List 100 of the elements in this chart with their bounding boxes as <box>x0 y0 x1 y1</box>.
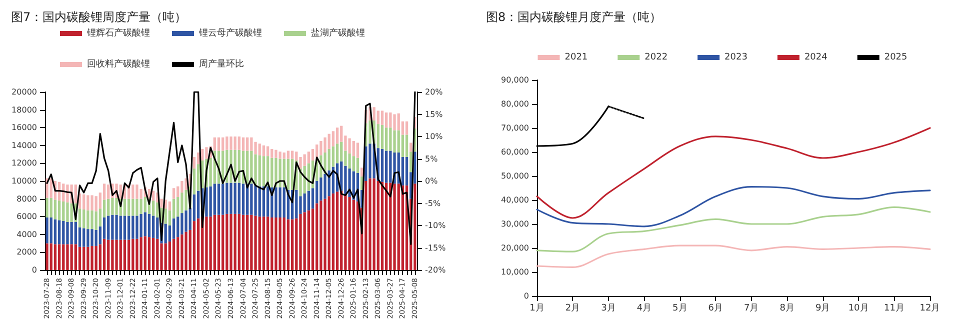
bar <box>205 216 208 270</box>
bar <box>307 190 310 210</box>
bar <box>274 187 278 218</box>
bar <box>82 228 86 247</box>
bar <box>152 216 155 238</box>
bar <box>74 244 77 270</box>
bar <box>290 150 294 159</box>
bar <box>376 110 380 124</box>
line-series <box>536 186 931 228</box>
bar <box>221 184 224 215</box>
bar <box>156 238 159 270</box>
bar <box>152 200 155 216</box>
bar <box>258 144 261 156</box>
y-tick-label: 20,000 <box>501 244 529 252</box>
y-tick-label: 50,000 <box>501 172 529 180</box>
bar <box>132 184 134 199</box>
bar <box>397 113 400 130</box>
bar <box>54 219 57 244</box>
legend-label: 锂辉石产碳酸锂 <box>86 28 150 38</box>
y-tick-label: 12000 <box>12 158 37 168</box>
bar <box>201 148 204 161</box>
bar <box>140 237 142 270</box>
bar <box>86 195 90 210</box>
bar <box>127 198 130 216</box>
bar <box>242 214 245 270</box>
bar <box>368 144 372 178</box>
bar <box>221 137 224 151</box>
bar <box>376 124 380 148</box>
bar <box>262 216 266 270</box>
bar <box>254 142 257 154</box>
bar <box>82 194 86 210</box>
bar <box>46 243 48 270</box>
bar <box>389 150 392 183</box>
bar <box>123 198 126 216</box>
x-tick-label: 5月 <box>672 304 688 314</box>
bar <box>205 147 208 159</box>
bar <box>250 150 253 184</box>
bar <box>320 140 322 156</box>
bar <box>180 192 184 214</box>
bar <box>290 158 294 190</box>
x-tick-label: 12月 <box>920 304 940 314</box>
bar <box>164 243 167 270</box>
bar <box>90 195 94 210</box>
bar <box>54 244 57 270</box>
bar <box>324 174 326 199</box>
bar <box>127 240 130 270</box>
bar <box>368 120 372 144</box>
bar <box>164 224 167 244</box>
bar <box>184 232 188 270</box>
x-tick-label: 3月 <box>601 304 616 314</box>
bar <box>254 185 257 216</box>
bar <box>50 217 52 244</box>
bar <box>278 152 282 159</box>
bar <box>196 190 200 218</box>
bar <box>262 156 266 186</box>
bar <box>176 216 180 238</box>
bar <box>221 214 224 270</box>
bar <box>192 221 196 270</box>
bar <box>184 190 188 210</box>
bar <box>90 210 94 230</box>
bar <box>278 187 282 218</box>
bar <box>226 214 228 270</box>
bar <box>356 142 360 158</box>
bar <box>107 240 110 270</box>
bar <box>286 150 290 159</box>
bar <box>254 154 257 186</box>
y-tick-label: 70,000 <box>501 124 529 132</box>
bar <box>140 214 142 238</box>
legend-label: 2024 <box>804 52 828 62</box>
y-tick-label: 90,000 <box>501 76 529 84</box>
bar <box>242 137 245 151</box>
y2-tick-label: -20% <box>425 266 446 274</box>
bar <box>58 244 61 270</box>
bar <box>352 200 355 270</box>
bar <box>299 214 302 270</box>
bar <box>192 156 196 169</box>
y-tick-label: 18000 <box>12 105 37 114</box>
bar <box>184 210 188 232</box>
line-series <box>536 244 931 268</box>
bar <box>242 184 245 215</box>
bar <box>148 214 151 238</box>
y-tick-label: 10,000 <box>501 268 529 276</box>
legend-label: 2023 <box>724 52 748 62</box>
bar <box>238 136 241 150</box>
bar <box>250 137 253 151</box>
bar <box>86 210 90 230</box>
bar <box>246 137 249 151</box>
x-tick-label: 8月 <box>780 304 794 314</box>
bar <box>136 238 138 270</box>
bar <box>50 198 52 218</box>
bar <box>246 150 249 184</box>
bar <box>136 216 138 239</box>
bar <box>266 216 270 270</box>
y-tick-label: 0 <box>32 266 37 274</box>
bar <box>389 112 392 128</box>
bar <box>278 158 282 188</box>
bar <box>107 216 110 240</box>
bar <box>376 181 380 270</box>
bar <box>74 222 77 244</box>
x-tick-label: 11月 <box>884 304 904 314</box>
